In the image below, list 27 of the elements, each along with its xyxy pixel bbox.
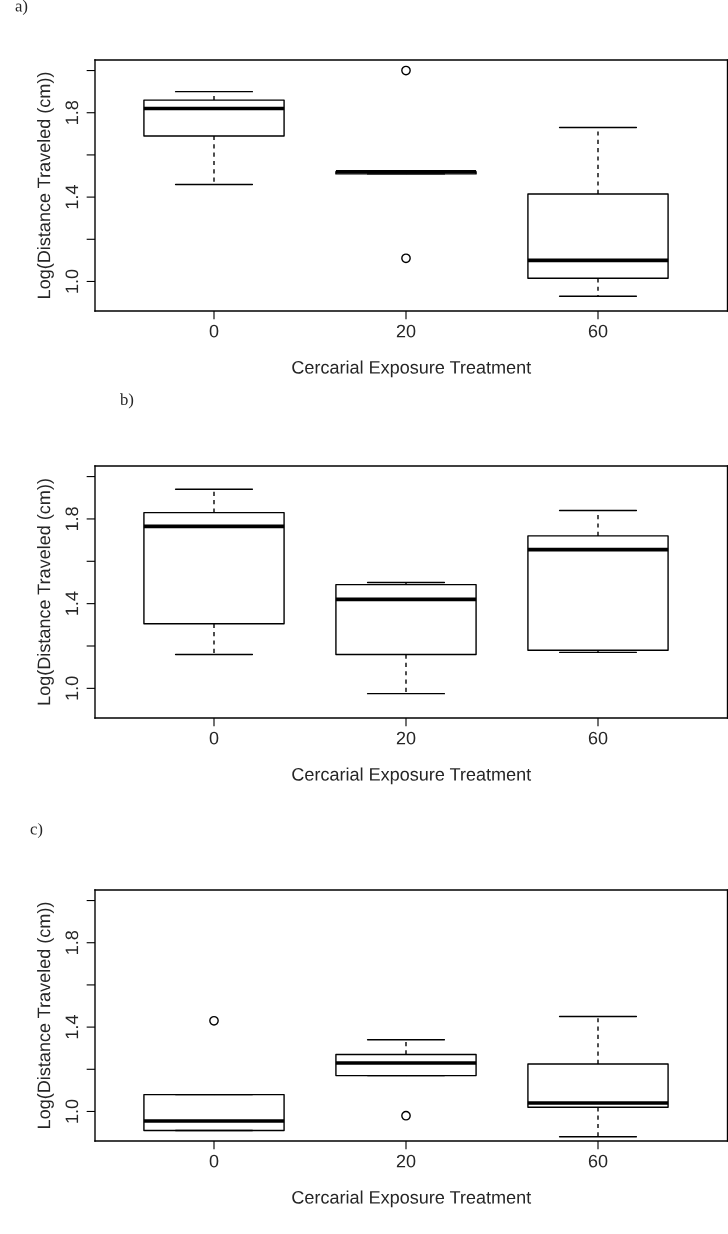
y-axis-title: Log(Distance Traveled (cm)) [37,479,54,705]
x-tick-label: 60 [588,324,608,338]
x-tick-label: 20 [396,731,416,745]
chart-title: a) [15,0,28,15]
x-tick-label: 20 [396,1154,416,1168]
chart-title: c) [30,822,43,838]
y-axis-title: Log(Distance Traveled (cm)) [37,72,54,298]
x-axis-title: Cercarial Exposure Treatment [292,1190,532,1208]
chart-title: b) [120,393,134,409]
y-tick-label: 1.4 [65,591,79,615]
y-tick-label: 1.0 [65,676,79,700]
y-tick-label: 1.8 [65,930,79,954]
y-tick-label: 1.0 [65,269,79,293]
x-tick-label: 60 [588,1154,608,1168]
x-tick-label: 60 [588,731,608,745]
x-tick-label: 0 [209,731,219,745]
y-tick-label: 1.8 [65,507,79,531]
y-axis-title: Log(Distance Traveled (cm)) [37,902,54,1128]
y-tick-label: 1.4 [65,185,79,209]
x-tick-label: 0 [209,324,219,338]
x-tick-label: 20 [396,324,416,338]
x-axis-title: Cercarial Exposure Treatment [292,767,532,785]
y-tick-label: 1.4 [65,1015,79,1039]
x-tick-label: 0 [209,1154,219,1168]
y-tick-label: 1.0 [65,1099,79,1123]
y-tick-label: 1.8 [65,100,79,124]
x-axis-title: Cercarial Exposure Treatment [292,360,532,378]
